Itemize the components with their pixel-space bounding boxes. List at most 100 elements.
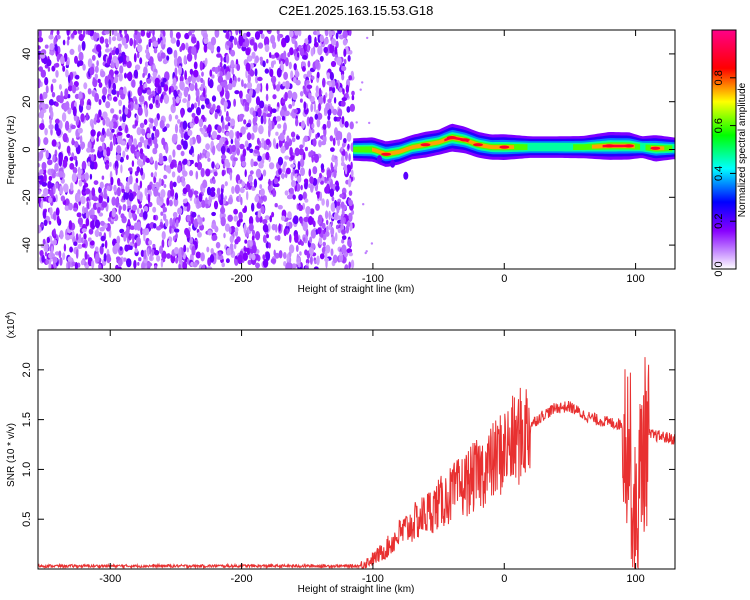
noise-cell [247, 259, 252, 265]
noise-cell [256, 83, 261, 92]
noise-cell [54, 118, 60, 124]
noise-cell [111, 30, 114, 36]
noise-cell [128, 91, 131, 102]
noise-cell [108, 121, 114, 129]
noise-cell [193, 61, 198, 70]
noise-cell [330, 60, 337, 68]
noise-cell [107, 57, 110, 66]
noise-cell [240, 126, 246, 135]
snr-axes: -300 -200 -100 0 100 0.5 1.0 1.5 2.0 [21, 330, 675, 585]
noise-cell [322, 123, 327, 130]
noise-cell [44, 251, 48, 257]
noise-cell [350, 169, 354, 178]
noise-cell [154, 129, 160, 138]
noise-cell [117, 266, 122, 269]
noise-cell [233, 243, 237, 250]
y-tick-label: 40 [21, 48, 33, 60]
noise-cell [176, 39, 181, 47]
noise-cell [140, 30, 146, 37]
noise-cell [299, 217, 303, 224]
noise-cell [120, 93, 126, 100]
noise-cell [94, 92, 99, 103]
noise-cell [196, 161, 203, 171]
noise-cell [277, 234, 281, 242]
noise-cell [331, 154, 335, 162]
noise-cell [248, 223, 254, 232]
noise-cell [289, 30, 294, 38]
noise-cell [50, 128, 53, 136]
noise-cell [211, 223, 217, 230]
noise-cell [186, 53, 193, 62]
noise-cell [58, 250, 62, 259]
colorbar-tick-label: 0.6 [713, 118, 725, 133]
noise-cell [348, 177, 352, 188]
noise-cell [220, 154, 227, 160]
noise-cell [125, 181, 130, 188]
noise-cell [144, 187, 148, 197]
noise-cell [219, 199, 224, 206]
noise-cell [299, 144, 304, 149]
noise-cell [305, 206, 311, 215]
noise-cell [76, 212, 82, 218]
noise-cell [219, 61, 223, 68]
noise-cell [145, 228, 150, 236]
noise-cell [288, 104, 293, 109]
noise-cell [183, 244, 187, 253]
noise-cell [92, 196, 99, 202]
noise-cell [240, 196, 243, 206]
noise-cell [207, 229, 212, 236]
noise-cell [53, 239, 57, 246]
noise-cell [228, 197, 233, 205]
noise-cell [161, 250, 167, 260]
snr-y-scale: (x104) [5, 312, 17, 339]
noise-cell [298, 194, 303, 201]
noise-cell [332, 108, 338, 116]
noise-cell [317, 112, 323, 120]
noise-cell [64, 88, 69, 98]
y-tick-label: 0 [21, 146, 33, 152]
noise-cell [198, 118, 204, 128]
noise-cell [105, 163, 110, 170]
noise-cell [128, 138, 133, 147]
noise-cell [188, 189, 193, 198]
noise-cell [144, 104, 147, 114]
noise-cell [216, 84, 223, 92]
noise-region [38, 30, 382, 269]
noise-cell [89, 173, 93, 180]
noise-cell [308, 37, 312, 43]
noise-cell [347, 143, 350, 150]
noise-cell [248, 89, 253, 98]
noise-cell [274, 203, 278, 208]
ridge-peak [473, 143, 483, 147]
noise-cell [177, 56, 182, 66]
y-tick-label: 1.5 [21, 412, 33, 427]
noise-cell [280, 60, 283, 71]
noise-cell [220, 216, 226, 227]
spectrogram-x-label: Height of straight line (km) [298, 284, 415, 295]
noise-cell [327, 115, 331, 121]
noise-cell [114, 242, 120, 250]
noise-cell [311, 155, 315, 163]
noise-cell [244, 104, 250, 112]
noise-cell [268, 184, 272, 193]
noise-cell [249, 39, 255, 46]
noise-cell [256, 202, 262, 209]
noise-cell [134, 120, 138, 127]
noise-cell [333, 97, 337, 104]
noise-cell [249, 175, 253, 183]
colorbar-label: Normalized spectral amplitude [737, 82, 748, 217]
noise-cell [38, 162, 41, 168]
noise-cell [233, 208, 239, 215]
spectrogram-plot-area [38, 30, 675, 269]
noise-cell [97, 113, 100, 124]
noise-cell [249, 170, 254, 175]
noise-cell [341, 239, 345, 244]
noise-cell [102, 86, 108, 96]
noise-cell [104, 239, 108, 249]
noise-cell [319, 55, 324, 62]
noise-cell [46, 59, 52, 67]
noise-cell [152, 243, 156, 248]
noise-cell [52, 154, 56, 163]
noise-cell [140, 249, 145, 257]
noise-cell [55, 70, 59, 78]
